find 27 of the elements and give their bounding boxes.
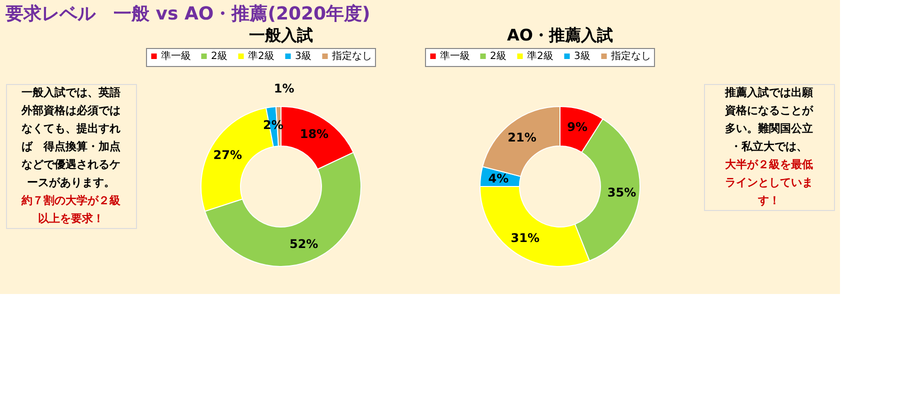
- data-label: 35%: [607, 185, 636, 200]
- text: 大半が２級を最低ラインとしています！: [725, 158, 813, 207]
- legend-label: 2級: [490, 51, 506, 62]
- data-label: 18%: [300, 127, 329, 142]
- legend-label: 準2級: [248, 50, 274, 62]
- text: 一般入試では、英語外部資格は必須ではなくても、提出すれば 得点換算・加点などで優遇されるケースがあります。: [20, 86, 120, 189]
- data-label: 2%: [263, 118, 284, 132]
- data-label: 31%: [510, 230, 540, 245]
- chart-title: AO・推薦入試: [507, 26, 613, 44]
- data-label: 52%: [289, 237, 318, 252]
- legend-label: 指定なし: [610, 50, 651, 62]
- data-label: 21%: [508, 130, 536, 145]
- data-label: 27%: [213, 148, 242, 162]
- text: 約７割の大学が２級以上を要求！: [20, 194, 122, 225]
- legend-label: 2級: [211, 51, 228, 62]
- legend-label: 3級: [295, 51, 312, 62]
- legend-label: 3級: [574, 51, 590, 62]
- legend-label: 準一級: [161, 50, 191, 62]
- legend-label: 準2級: [527, 50, 554, 62]
- legend-label: 準一級: [440, 50, 470, 62]
- text: 要求レベル 一般 vs AO・推薦(2020年度): [4, 4, 370, 24]
- text: 推薦入試では出願資格になることが多い。難関国公立・私立大では、: [724, 86, 814, 153]
- data-label: 9%: [567, 120, 588, 134]
- data-label: 1%: [274, 82, 294, 96]
- chart-title: 一般入試: [249, 26, 313, 44]
- data-label: 4%: [488, 172, 509, 186]
- legend-label: 指定なし: [331, 50, 372, 62]
